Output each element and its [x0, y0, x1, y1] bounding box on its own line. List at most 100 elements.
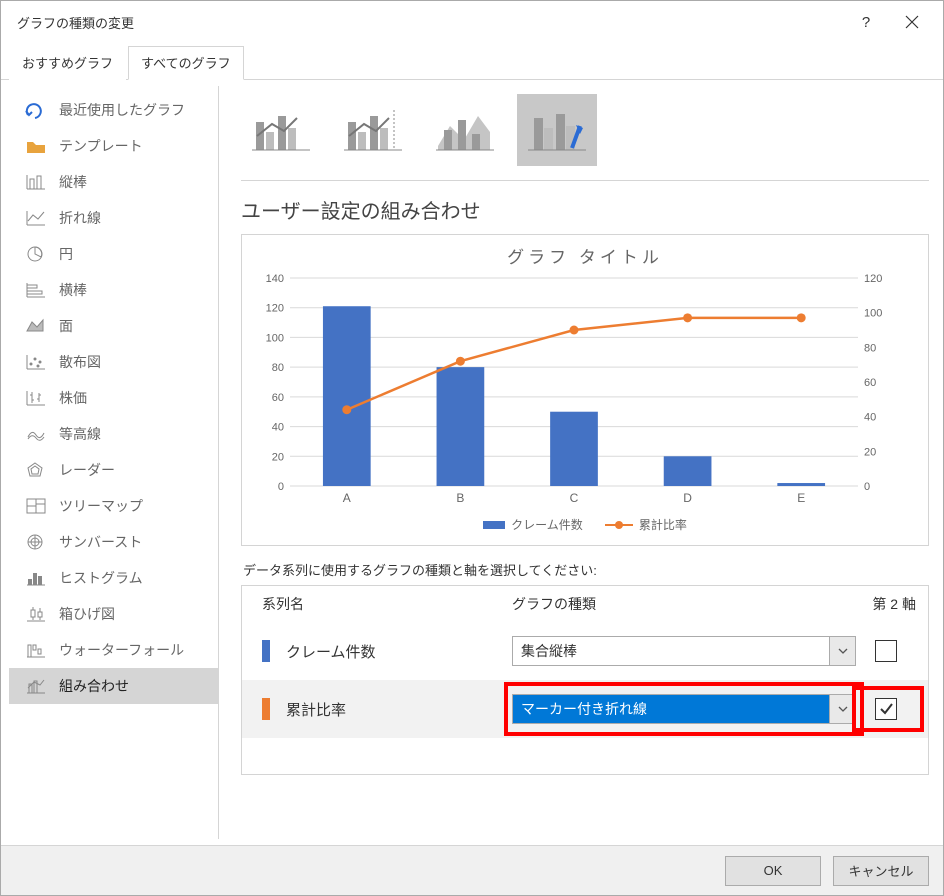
sunburst-icon [25, 532, 47, 552]
sidebar-item-waterfall[interactable]: ウォーターフォール [9, 632, 218, 668]
series-row-1: クレーム件数 集合縦棒 [242, 622, 928, 680]
series-name-1: クレーム件数 [286, 641, 512, 662]
surface-icon [25, 424, 47, 444]
svg-text:100: 100 [266, 332, 284, 344]
combo-thumb-3[interactable] [425, 94, 505, 166]
series-swatch-2 [262, 698, 270, 720]
sidebar-item-label: 株価 [59, 388, 87, 408]
sidebar-item-label: 等高線 [59, 424, 101, 444]
svg-text:E: E [797, 491, 805, 505]
svg-text:A: A [343, 491, 351, 505]
svg-text:C: C [570, 491, 579, 505]
svg-text:40: 40 [864, 412, 876, 424]
pie-icon [25, 244, 47, 264]
sidebar-item-stock[interactable]: 株価 [9, 380, 218, 416]
sidebar-item-label: 組み合わせ [59, 676, 129, 696]
sidebar-item-boxplot[interactable]: 箱ひげ図 [9, 596, 218, 632]
sidebar-item-label: ヒストグラム [59, 568, 143, 588]
series-type-dropdown-1[interactable]: 集合縦棒 [512, 636, 856, 666]
chart-title: グラフ タイトル [244, 241, 926, 272]
sidebar-item-label: 面 [59, 316, 73, 336]
combo-thumb-1[interactable] [241, 94, 321, 166]
template-icon [25, 136, 47, 156]
close-button[interactable] [889, 6, 935, 38]
waterfall-icon [25, 640, 47, 660]
sidebar-item-pie[interactable]: 円 [9, 236, 218, 272]
series-table: 系列名 グラフの種類 第 2 軸 クレーム件数 集合縦棒 [241, 585, 929, 775]
legend-bars: クレーム件数 [483, 516, 583, 533]
svg-text:D: D [683, 491, 692, 505]
radar-icon [25, 460, 47, 480]
series-header-axis: 第 2 軸 [846, 594, 916, 614]
combo-subtype-row [241, 94, 929, 181]
sidebar-item-label: 箱ひげ図 [59, 604, 115, 624]
sidebar-item-histogram[interactable]: ヒストグラム [9, 560, 218, 596]
recent-icon [25, 100, 47, 120]
sidebar-item-area[interactable]: 面 [9, 308, 218, 344]
sidebar-item-scatter[interactable]: 散布図 [9, 344, 218, 380]
svg-text:20: 20 [864, 446, 876, 458]
sidebar-item-label: 円 [59, 244, 73, 264]
series-axis2-checkbox-2[interactable] [875, 698, 897, 720]
chart-preview: グラフ タイトル 0204060801001201400204060801001… [241, 234, 929, 546]
sidebar-item-line[interactable]: 折れ線 [9, 200, 218, 236]
sidebar-item-combo[interactable]: 組み合わせ [9, 668, 218, 704]
help-button[interactable]: ? [843, 6, 889, 38]
series-header-type: グラフの種類 [512, 594, 846, 614]
series-row-2: 累計比率 マーカー付き折れ線 [242, 680, 928, 738]
sidebar-item-label: テンプレート [59, 136, 143, 156]
sidebar-item-sunburst[interactable]: サンバースト [9, 524, 218, 560]
series-name-2: 累計比率 [286, 699, 512, 720]
series-instruction: データ系列に使用するグラフの種類と軸を選択してください: [241, 546, 929, 585]
area-icon [25, 316, 47, 336]
legend-line: 累計比率 [605, 516, 687, 533]
line-icon [25, 208, 47, 228]
sidebar-item-label: 最近使用したグラフ [59, 100, 185, 120]
ok-button[interactable]: OK [725, 856, 821, 886]
sidebar-item-label: 折れ線 [59, 208, 101, 228]
sidebar-item-label: サンバースト [59, 532, 142, 552]
chart-type-sidebar: 最近使用したグラフテンプレート縦棒折れ線円横棒面散布図株価等高線レーダーツリーマ… [9, 86, 219, 839]
sidebar-item-template[interactable]: テンプレート [9, 128, 218, 164]
svg-text:100: 100 [864, 308, 882, 320]
svg-text:60: 60 [272, 392, 284, 404]
sidebar-item-recent[interactable]: 最近使用したグラフ [9, 92, 218, 128]
chevron-down-icon [829, 637, 855, 665]
svg-text:140: 140 [266, 273, 284, 285]
svg-text:120: 120 [864, 273, 882, 285]
sidebar-item-label: ツリーマップ [59, 496, 143, 516]
sidebar-item-surface[interactable]: 等高線 [9, 416, 218, 452]
histogram-icon [25, 568, 47, 588]
svg-text:0: 0 [278, 481, 284, 493]
series-axis2-checkbox-1[interactable] [875, 640, 897, 662]
svg-text:60: 60 [864, 377, 876, 389]
svg-text:20: 20 [272, 451, 284, 463]
scatter-icon [25, 352, 47, 372]
tab-recommended[interactable]: おすすめグラフ [9, 46, 126, 80]
sidebar-item-label: ウォーターフォール [59, 640, 184, 660]
sidebar-item-label: 散布図 [59, 352, 101, 372]
boxplot-icon [25, 604, 47, 624]
sidebar-item-column[interactable]: 縦棒 [9, 164, 218, 200]
chevron-down-icon [829, 695, 855, 723]
sidebar-item-radar[interactable]: レーダー [9, 452, 218, 488]
cancel-button[interactable]: キャンセル [833, 856, 929, 886]
svg-text:80: 80 [864, 342, 876, 354]
sidebar-item-label: 横棒 [59, 280, 87, 300]
combo-thumb-4[interactable] [517, 94, 597, 166]
treemap-icon [25, 496, 47, 516]
combo-thumb-2[interactable] [333, 94, 413, 166]
bar-icon [25, 280, 47, 300]
combo-title: ユーザー設定の組み合わせ [241, 181, 929, 234]
svg-text:40: 40 [272, 422, 284, 434]
svg-text:80: 80 [272, 362, 284, 374]
sidebar-item-label: レーダー [59, 460, 115, 480]
series-header-name: 系列名 [262, 594, 512, 614]
dialog-title: グラフの種類の変更 [17, 13, 843, 32]
sidebar-item-bar[interactable]: 横棒 [9, 272, 218, 308]
stock-icon [25, 388, 47, 408]
series-type-dropdown-2[interactable]: マーカー付き折れ線 [512, 694, 856, 724]
sidebar-item-treemap[interactable]: ツリーマップ [9, 488, 218, 524]
series-swatch-1 [262, 640, 270, 662]
tab-all[interactable]: すべてのグラフ [128, 46, 244, 80]
